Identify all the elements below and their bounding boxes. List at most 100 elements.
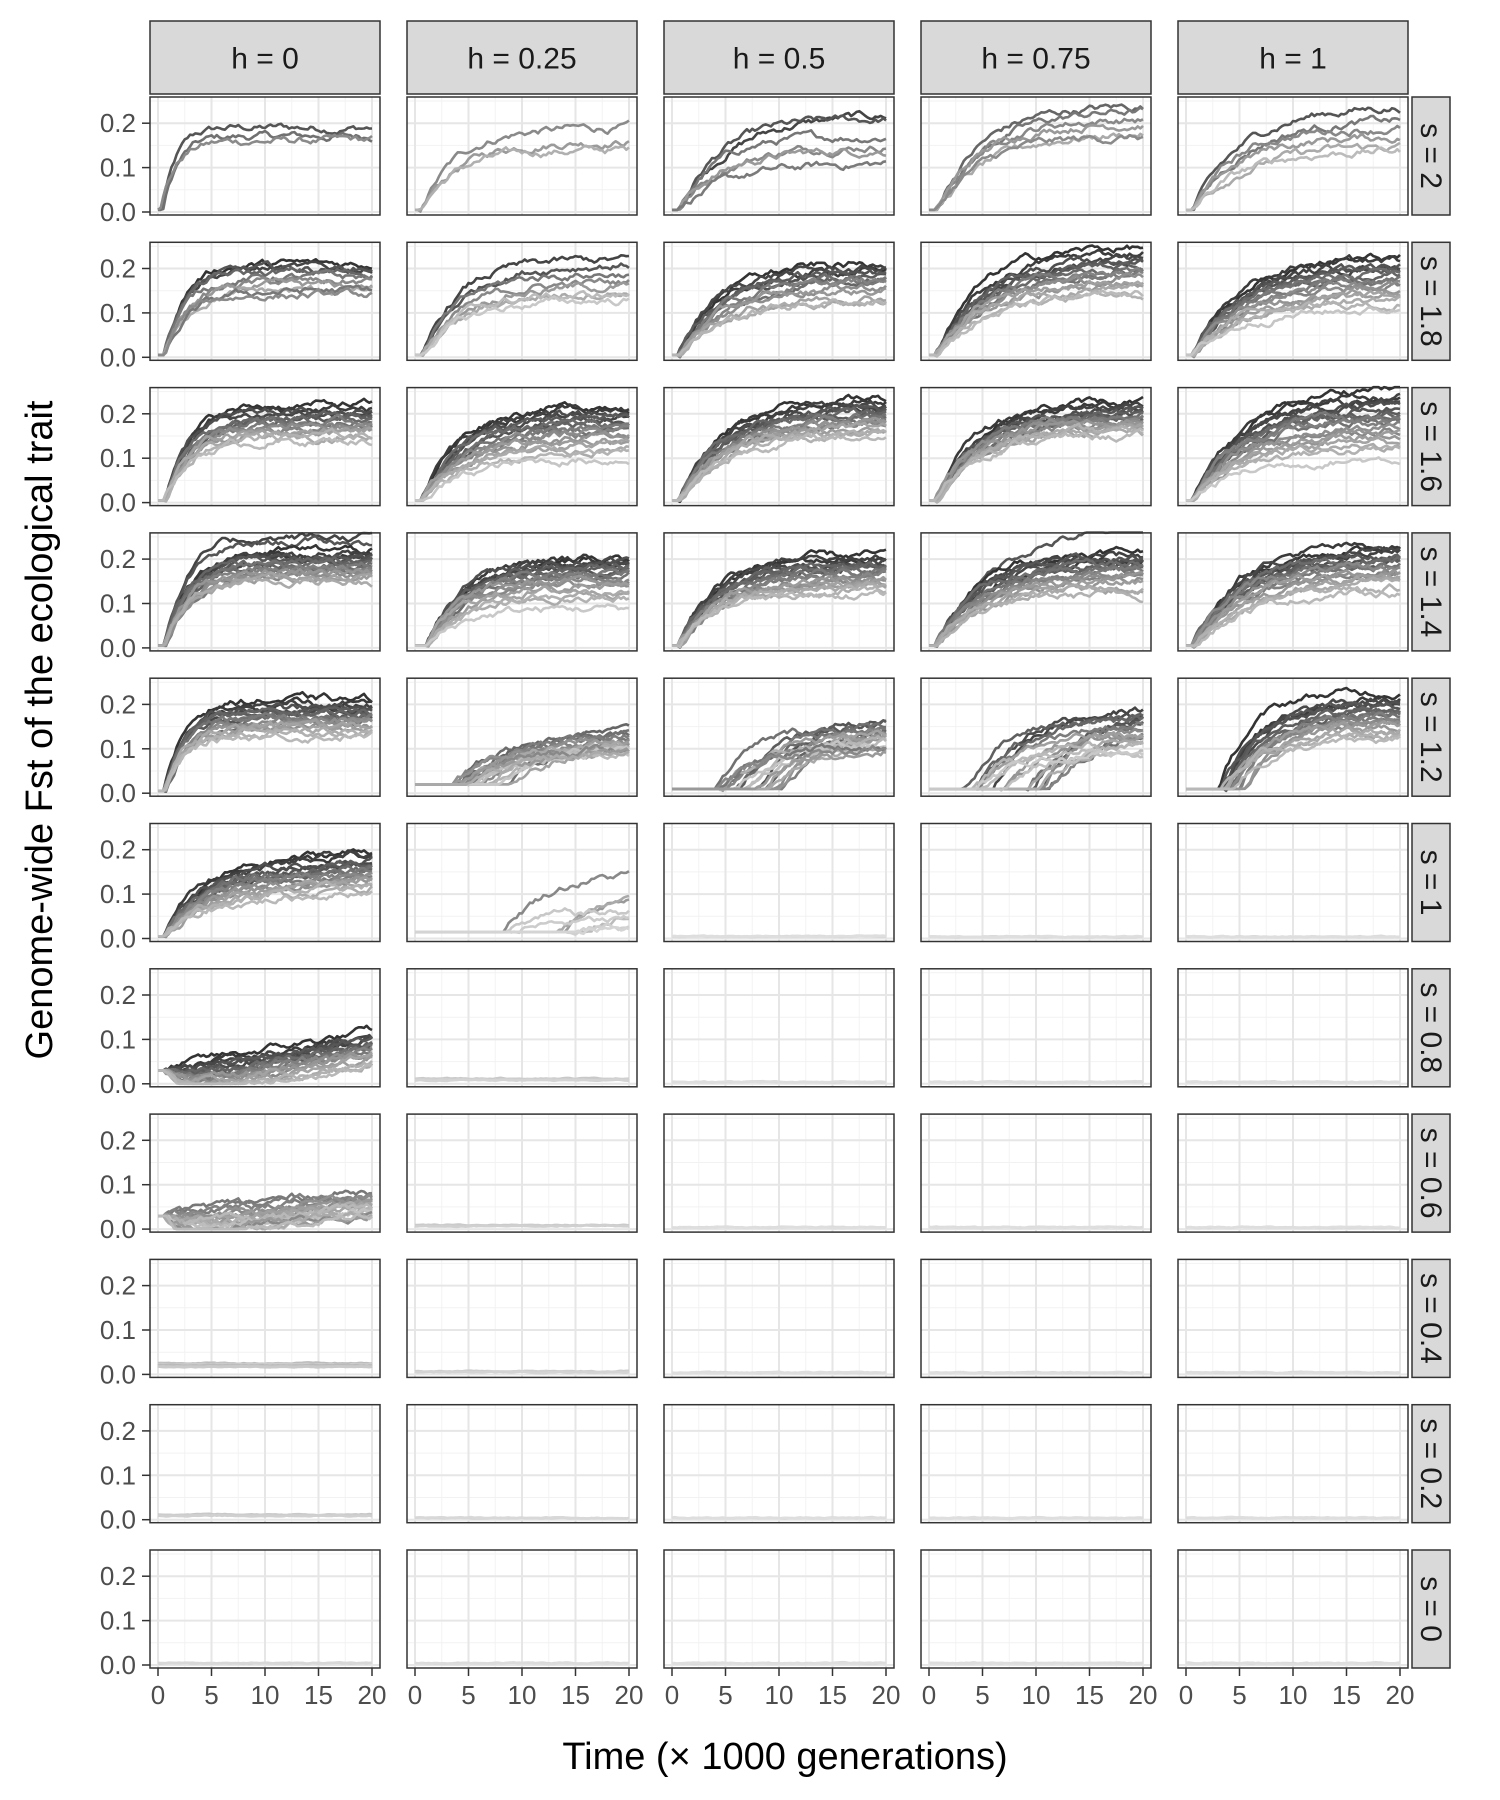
series-line [415, 585, 630, 648]
row-strip-box [1411, 822, 1451, 943]
y-tick-label: 0.1 [100, 734, 136, 764]
series-line [929, 117, 1144, 212]
facet-panel [1177, 385, 1409, 507]
series-line [158, 1024, 373, 1073]
row-strip: s = 0.6 [1411, 1113, 1451, 1233]
series-line [672, 750, 887, 791]
series-line [414, 1515, 630, 1520]
facet-panel [406, 386, 638, 507]
column-strip: h = 1 [1177, 20, 1409, 95]
row-strip-label: s = 1.4 [1414, 546, 1447, 637]
panel-border [663, 677, 895, 797]
series-line [671, 1515, 887, 1521]
column-strip-box [149, 20, 381, 95]
series-line [929, 280, 1144, 357]
y-tick-label: 0.1 [100, 1606, 136, 1636]
series-line [414, 1078, 630, 1083]
column-strip-box [406, 20, 638, 95]
series-line [415, 579, 630, 648]
facet-panel [406, 96, 638, 216]
facet-panel [920, 1403, 1152, 1524]
panel-border [920, 1403, 1152, 1524]
x-tick-label: 0 [151, 1680, 165, 1710]
series-line [671, 1661, 886, 1666]
series-line [929, 103, 1144, 212]
series-line [1186, 406, 1401, 502]
series-line [415, 574, 630, 648]
panel-border [920, 532, 1152, 652]
x-tick-label: 15 [1332, 1680, 1361, 1710]
facet-panel [406, 968, 638, 1088]
row-strip-box [1411, 677, 1451, 797]
row-strip: s = 1.6 [1411, 386, 1451, 507]
panel-border [1177, 1403, 1409, 1524]
row-strip-label: s = 0.2 [1414, 1418, 1447, 1509]
row-strip-box [1411, 1258, 1451, 1379]
series-line [415, 925, 630, 936]
panel-border [1177, 241, 1409, 362]
series-line [1186, 561, 1401, 648]
axes-layer: 0.0 0.1 0.2 0.0 0.1 0.2 0.0 0.1 0.2 0.0 0.1 0.2 0.0 0… [100, 108, 1415, 1710]
panel-border [406, 1403, 638, 1524]
panel-border [149, 532, 381, 652]
series-line [672, 412, 887, 502]
panel-border [1177, 386, 1409, 507]
series-line [1186, 106, 1401, 212]
facet-panel [663, 1113, 895, 1233]
facet-panel [149, 1258, 381, 1379]
series-line [928, 1079, 1144, 1085]
series-line [1186, 686, 1401, 791]
row-strip-label: s = 1 [1414, 850, 1447, 916]
x-tick-label: 20 [358, 1680, 387, 1710]
column-strip-box [920, 20, 1152, 95]
row-strip-label: s = 0.6 [1414, 1128, 1447, 1219]
facet-panel [1177, 1113, 1409, 1233]
y-tick-label: 0.0 [100, 778, 136, 808]
y-tick-label: 0.0 [100, 633, 136, 663]
series-line [929, 400, 1144, 502]
panel-border [1177, 968, 1409, 1088]
y-tick-label: 0.1 [100, 1170, 136, 1200]
series-line [158, 430, 373, 502]
column-strip-label: h = 1 [1259, 43, 1327, 76]
facet-panel [920, 1113, 1152, 1233]
row-strip-box [1411, 968, 1451, 1088]
row-strip-box [1411, 1113, 1451, 1233]
panel-border [663, 1113, 895, 1233]
column-strip: h = 0.75 [920, 20, 1152, 95]
panel-border [406, 1113, 638, 1233]
row-strip-label: s = 0.4 [1414, 1273, 1447, 1364]
series-line [415, 443, 630, 502]
series-line [158, 426, 373, 503]
series-line [158, 1051, 373, 1084]
panel-border [406, 677, 638, 797]
facet-panel [1177, 1258, 1409, 1379]
panel-border [920, 241, 1152, 362]
panel-border [149, 241, 381, 362]
y-tick-label: 0.1 [100, 1024, 136, 1054]
row-strip: s = 0.8 [1411, 968, 1451, 1088]
row-strip-box [1411, 1549, 1451, 1669]
x-tick-label: 15 [1075, 1680, 1104, 1710]
x-tick-label: 15 [818, 1680, 847, 1710]
series-line [415, 457, 630, 502]
x-tick-label: 15 [304, 1680, 333, 1710]
x-tick-label: 5 [718, 1680, 732, 1710]
y-tick-label: 0.0 [100, 1505, 136, 1535]
panel-border [920, 1258, 1152, 1379]
facet-panel [1177, 1403, 1409, 1524]
facet-panel [406, 1403, 638, 1524]
panel-border [406, 241, 638, 362]
series-line [157, 133, 373, 211]
series-line [1186, 422, 1401, 502]
x-tick-label: 0 [922, 1680, 936, 1710]
facet-panel [1177, 241, 1409, 362]
panel-border [663, 1403, 895, 1524]
panel-border [406, 968, 638, 1088]
y-tick-label: 0.1 [100, 1460, 136, 1490]
y-tick-label: 0.1 [100, 443, 136, 473]
series-line [929, 749, 1144, 791]
series-line [158, 122, 373, 212]
series-line [929, 1515, 1144, 1520]
facet-panel [1177, 532, 1409, 652]
